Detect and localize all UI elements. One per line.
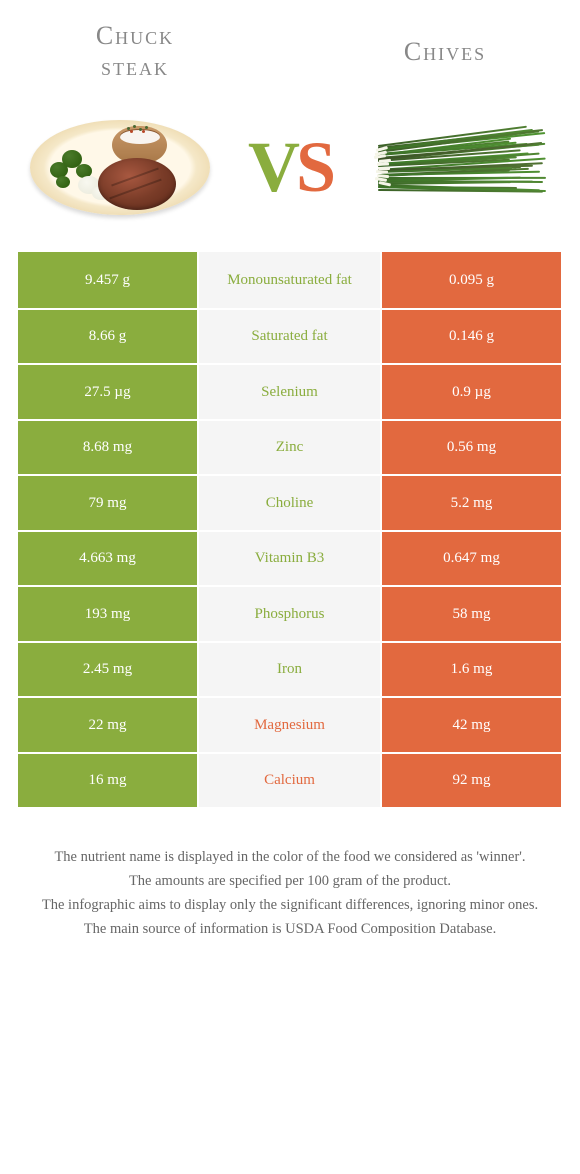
nutrient-label-cell: Saturated fat <box>199 308 380 364</box>
footer-line: The nutrient name is displayed in the co… <box>30 847 550 869</box>
right-value-cell: 0.146 g <box>380 308 561 364</box>
footer-line: The main source of information is USDA F… <box>30 919 550 941</box>
table-row: 2.45 mgIron1.6 mg <box>18 641 562 697</box>
right-value-cell: 92 mg <box>380 752 561 808</box>
table-row: 8.66 gSaturated fat0.146 g <box>18 308 562 364</box>
right-value-cell: 58 mg <box>380 585 561 641</box>
nutrient-label-cell: Zinc <box>199 419 380 475</box>
right-value-cell: 42 mg <box>380 696 561 752</box>
left-value-cell: 79 mg <box>18 474 199 530</box>
nutrient-label-cell: Selenium <box>199 363 380 419</box>
table-row: 4.663 mgVitamin B30.647 mg <box>18 530 562 586</box>
right-food-image <box>370 112 550 222</box>
table-row: 9.457 gMonounsaturated fat0.095 g <box>18 252 562 308</box>
right-food-title: Chives <box>370 36 520 82</box>
right-value-cell: 0.647 mg <box>380 530 561 586</box>
chives-icon <box>370 127 550 207</box>
right-value-cell: 0.56 mg <box>380 419 561 475</box>
footer-line: The infographic aims to display only the… <box>30 895 550 917</box>
table-row: 8.68 mgZinc0.56 mg <box>18 419 562 475</box>
vs-label: VS <box>248 126 332 209</box>
left-value-cell: 22 mg <box>18 696 199 752</box>
nutrient-label-cell: Iron <box>199 641 380 697</box>
left-value-cell: 193 mg <box>18 585 199 641</box>
left-value-cell: 4.663 mg <box>18 530 199 586</box>
nutrient-label-cell: Choline <box>199 474 380 530</box>
left-food-line2: steak <box>101 52 169 81</box>
nutrient-comparison-table: 9.457 gMonounsaturated fat0.095 g8.66 gS… <box>18 252 562 807</box>
left-value-cell: 8.68 mg <box>18 419 199 475</box>
left-value-cell: 16 mg <box>18 752 199 808</box>
nutrient-label-cell: Monounsaturated fat <box>199 252 380 308</box>
nutrient-label-cell: Vitamin B3 <box>199 530 380 586</box>
right-value-cell: 0.095 g <box>380 252 561 308</box>
nutrient-label-cell: Magnesium <box>199 696 380 752</box>
right-value-cell: 5.2 mg <box>380 474 561 530</box>
left-value-cell: 27.5 µg <box>18 363 199 419</box>
left-food-line1: Chuck <box>96 21 174 50</box>
nutrient-label-cell: Phosphorus <box>199 585 380 641</box>
vs-s: S <box>296 127 332 207</box>
left-value-cell: 2.45 mg <box>18 641 199 697</box>
left-food-title: Chuck steak <box>60 20 210 82</box>
nutrient-label-cell: Calcium <box>199 752 380 808</box>
images-row: VS <box>0 92 580 252</box>
right-food-line1: Chives <box>404 37 486 66</box>
left-value-cell: 9.457 g <box>18 252 199 308</box>
table-row: 27.5 µgSelenium0.9 µg <box>18 363 562 419</box>
footer-line: The amounts are specified per 100 gram o… <box>30 871 550 893</box>
table-row: 16 mgCalcium92 mg <box>18 752 562 808</box>
right-value-cell: 0.9 µg <box>380 363 561 419</box>
left-value-cell: 8.66 g <box>18 308 199 364</box>
header: Chuck steak Chives <box>0 0 580 92</box>
footer-notes: The nutrient name is displayed in the co… <box>0 807 580 940</box>
right-value-cell: 1.6 mg <box>380 641 561 697</box>
table-row: 193 mgPhosphorus58 mg <box>18 585 562 641</box>
table-row: 22 mgMagnesium42 mg <box>18 696 562 752</box>
table-row: 79 mgCholine5.2 mg <box>18 474 562 530</box>
vs-v: V <box>248 127 296 207</box>
left-food-image <box>30 112 210 222</box>
steak-plate-icon <box>30 120 210 215</box>
